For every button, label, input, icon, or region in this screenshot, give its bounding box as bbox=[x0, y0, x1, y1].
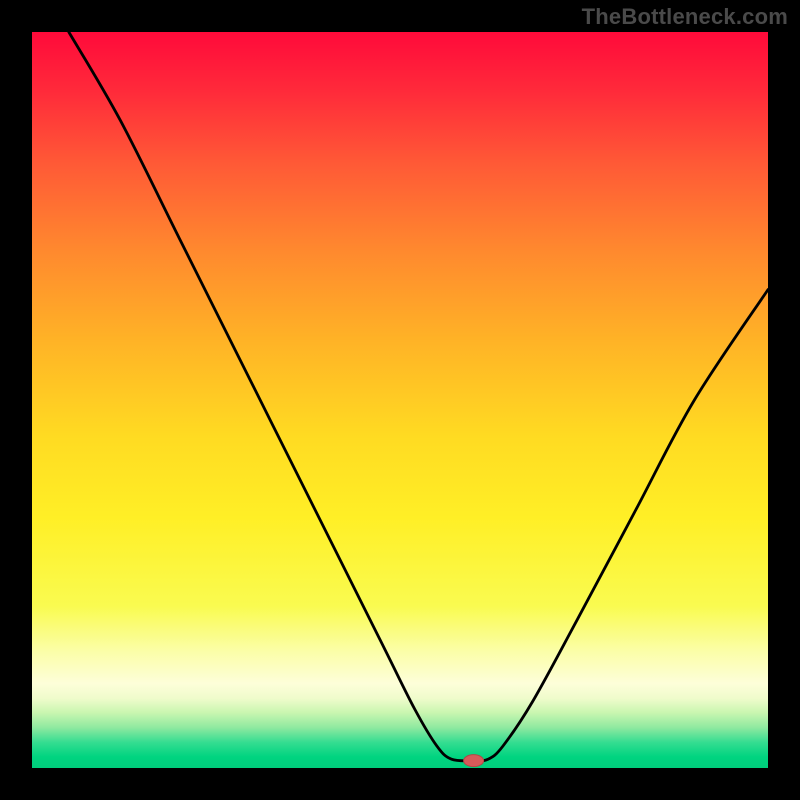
optimal-point-marker bbox=[464, 755, 484, 767]
watermark-text: TheBottleneck.com bbox=[582, 4, 788, 30]
bottleneck-curve-chart bbox=[0, 0, 800, 800]
chart-container: TheBottleneck.com bbox=[0, 0, 800, 800]
plot-background bbox=[32, 32, 768, 768]
